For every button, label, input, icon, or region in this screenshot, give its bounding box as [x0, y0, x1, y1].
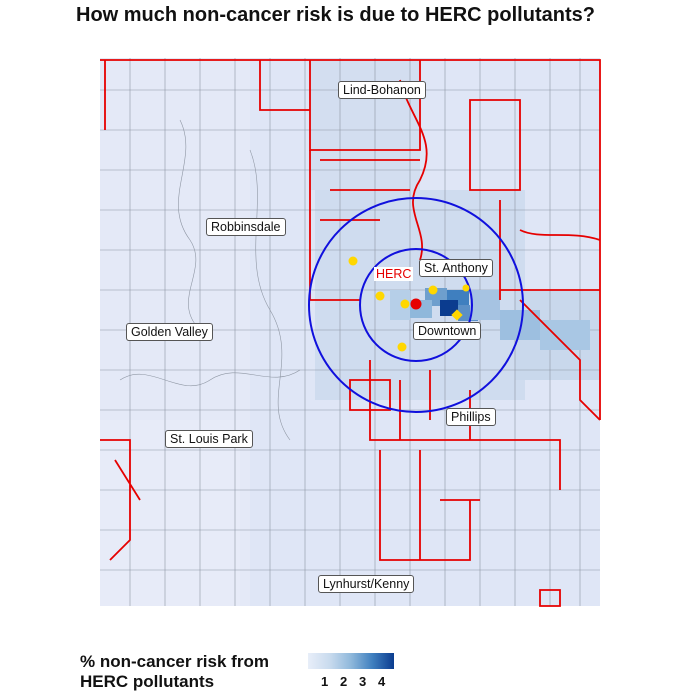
label-lynhurst-kenny: Lynhurst/Kenny	[318, 575, 415, 593]
herc-facility-point	[410, 298, 422, 310]
legend-tick-3: 3	[359, 674, 367, 689]
other-facilities	[348, 256, 470, 352]
label-st-anthony: St. Anthony	[419, 259, 493, 277]
legend-title: % non-cancer risk from HERC pollutants	[80, 652, 269, 692]
label-golden-valley: Golden Valley	[126, 323, 213, 341]
north-central-tracts	[310, 60, 420, 190]
legend-color-bar	[308, 653, 394, 669]
label-lind-bohanon: Lind-Bohanon	[338, 81, 426, 99]
southwestern-tracts	[100, 420, 240, 606]
map-title: How much non-cancer risk is due to HERC …	[76, 4, 595, 26]
label-phillips: Phillips	[446, 408, 496, 426]
outer-radius-circle	[308, 197, 524, 413]
label-robbinsdale: Robbinsdale	[206, 218, 286, 236]
label-herc: HERC	[374, 267, 414, 281]
label-st-louis-park: St. Louis Park	[165, 430, 253, 448]
inner-radius-circle	[359, 248, 473, 362]
label-downtown: Downtown	[413, 322, 482, 340]
legend-title-line-2: HERC pollutants	[80, 672, 215, 691]
legend-tick-4: 4	[378, 674, 386, 689]
legend-tick-1: 1	[321, 674, 329, 689]
legend-tick-2: 2	[340, 674, 348, 689]
legend-title-line-1: % non-cancer risk from	[80, 652, 269, 671]
